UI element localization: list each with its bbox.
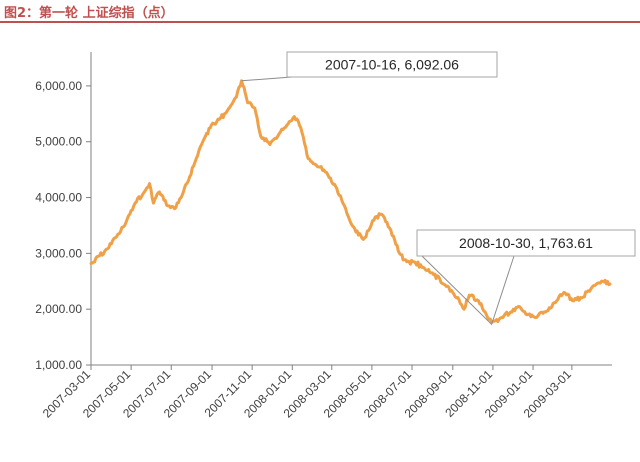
callout-group: 2007-10-16, 6,092.06 2008-10-30, 1,763.61 [241,51,636,326]
callout-leader [421,255,515,326]
y-axis: 1,000.00 2,000.00 3,000.00 4,000.00 5,000.00… [35,52,92,372]
y-tick-label: 3,000.00 [35,246,82,260]
y-tick-label: 4,000.00 [35,191,82,205]
series-group [89,79,612,324]
title-rule [0,21,640,23]
callout-leader [241,76,293,82]
figure-header: 图2：第一轮 上证综指（点） [0,0,640,23]
callout-box [286,51,498,78]
y-tick-label: 6,000.00 [35,79,82,93]
series-line [89,79,612,324]
y-tick-label: 1,000.00 [35,358,82,372]
callout-box [416,229,636,257]
data-label: 2008-10-30, 1,763.61 [459,235,593,251]
y-tick-label: 5,000.00 [35,135,82,149]
figure-title: 图2：第一轮 上证综指（点） [4,6,174,21]
y-tick-label: 2,000.00 [35,302,82,316]
data-label: 2007-10-16, 6,092.06 [325,57,459,73]
x-axis: 2007-03-012007-05-012007-07-012007-09-01… [40,364,612,421]
